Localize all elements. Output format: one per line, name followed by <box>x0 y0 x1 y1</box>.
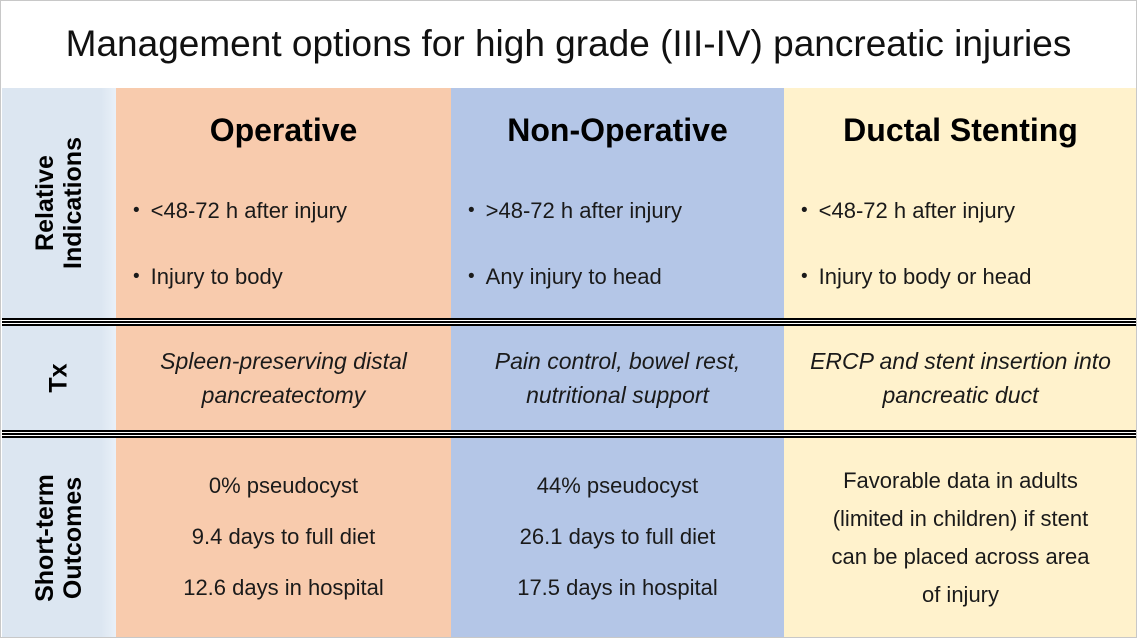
row-header-relative-indications: Relative Indications <box>2 88 116 318</box>
non-operative-indications-cell: Non-Operative >48-72 h after injury Any … <box>451 88 784 318</box>
indication-text: <48-72 h after injury <box>150 197 347 223</box>
bullet-icon <box>133 196 140 226</box>
divider <box>2 430 1137 438</box>
outcome-paragraph: Favorable data in adults (limited in chi… <box>831 468 1090 607</box>
tx-text: Spleen-preserving distal pancreatectomy <box>160 347 407 409</box>
outcome-line: 0% pseudocyst <box>208 473 359 499</box>
non-operative-indications-list: >48-72 h after injury Any injury to head <box>451 196 784 293</box>
tx-text: Pain control, bowel rest, nutritional su… <box>494 347 741 409</box>
indication-text: Injury to body <box>150 263 283 289</box>
row-header-relative-indications-label: Relative Indications <box>31 137 87 269</box>
row-header-tx-label: Tx <box>45 363 73 393</box>
outcome-line: 44% pseudocyst <box>536 473 699 499</box>
list-item: <48-72 h after injury <box>133 196 443 226</box>
divider <box>2 318 1137 326</box>
row-header-tx: Tx <box>2 326 116 430</box>
operative-indications-cell: Operative <48-72 h after injury Injury t… <box>116 88 451 318</box>
bullet-icon <box>133 262 140 292</box>
indication-text: >48-72 h after injury <box>485 197 682 223</box>
bullet-icon <box>801 262 808 292</box>
page-title: Management options for high grade (III-I… <box>65 23 1072 64</box>
operative-tx-cell: Spleen-preserving distal pancreatectomy <box>116 326 451 430</box>
non-operative-tx-cell: Pain control, bowel rest, nutritional su… <box>451 326 784 430</box>
outcome-line: 26.1 days to full diet <box>519 524 716 550</box>
list-item: >48-72 h after injury <box>468 196 776 226</box>
row-header-short-term-outcomes: Short-term Outcomes <box>2 438 116 638</box>
ductal-stenting-indications-cell: Ductal Stenting <48-72 h after injury In… <box>784 88 1137 318</box>
non-operative-column-header: Non-Operative <box>507 112 728 148</box>
operative-outcomes-cell: 0% pseudocyst 9.4 days to full diet 12.6… <box>116 438 451 638</box>
comparison-table: Relative Indications Operative <48-72 h … <box>2 88 1137 638</box>
ductal-stenting-outcomes-cell: Favorable data in adults (limited in chi… <box>784 438 1137 638</box>
outcome-line: 9.4 days to full diet <box>191 524 376 550</box>
indication-text: Injury to body or head <box>818 263 1032 289</box>
list-item: Any injury to head <box>468 262 776 292</box>
indication-text: <48-72 h after injury <box>818 197 1015 223</box>
row-header-short-term-outcomes-label: Short-term Outcomes <box>31 474 88 602</box>
operative-indications-list: <48-72 h after injury Injury to body <box>116 196 451 293</box>
list-item: Injury to body <box>133 262 443 292</box>
tx-text: ERCP and stent insertion into pancreatic… <box>810 347 1111 409</box>
list-item: <48-72 h after injury <box>801 196 1129 226</box>
bullet-icon <box>468 262 475 292</box>
list-item: Injury to body or head <box>801 262 1129 292</box>
ductal-stenting-indications-list: <48-72 h after injury Injury to body or … <box>784 196 1137 293</box>
outcome-line: 17.5 days in hospital <box>517 575 718 601</box>
bullet-icon <box>468 196 475 226</box>
ductal-stenting-tx-cell: ERCP and stent insertion into pancreatic… <box>784 326 1137 430</box>
ductal-stenting-column-header: Ductal Stenting <box>843 112 1078 148</box>
non-operative-outcomes-cell: 44% pseudocyst 26.1 days to full diet 17… <box>451 438 784 638</box>
title-band: Management options for high grade (III-I… <box>0 0 1137 88</box>
indication-text: Any injury to head <box>485 263 662 289</box>
bullet-icon <box>801 196 808 226</box>
operative-column-header: Operative <box>209 112 358 148</box>
outcome-line: 12.6 days in hospital <box>183 575 384 601</box>
